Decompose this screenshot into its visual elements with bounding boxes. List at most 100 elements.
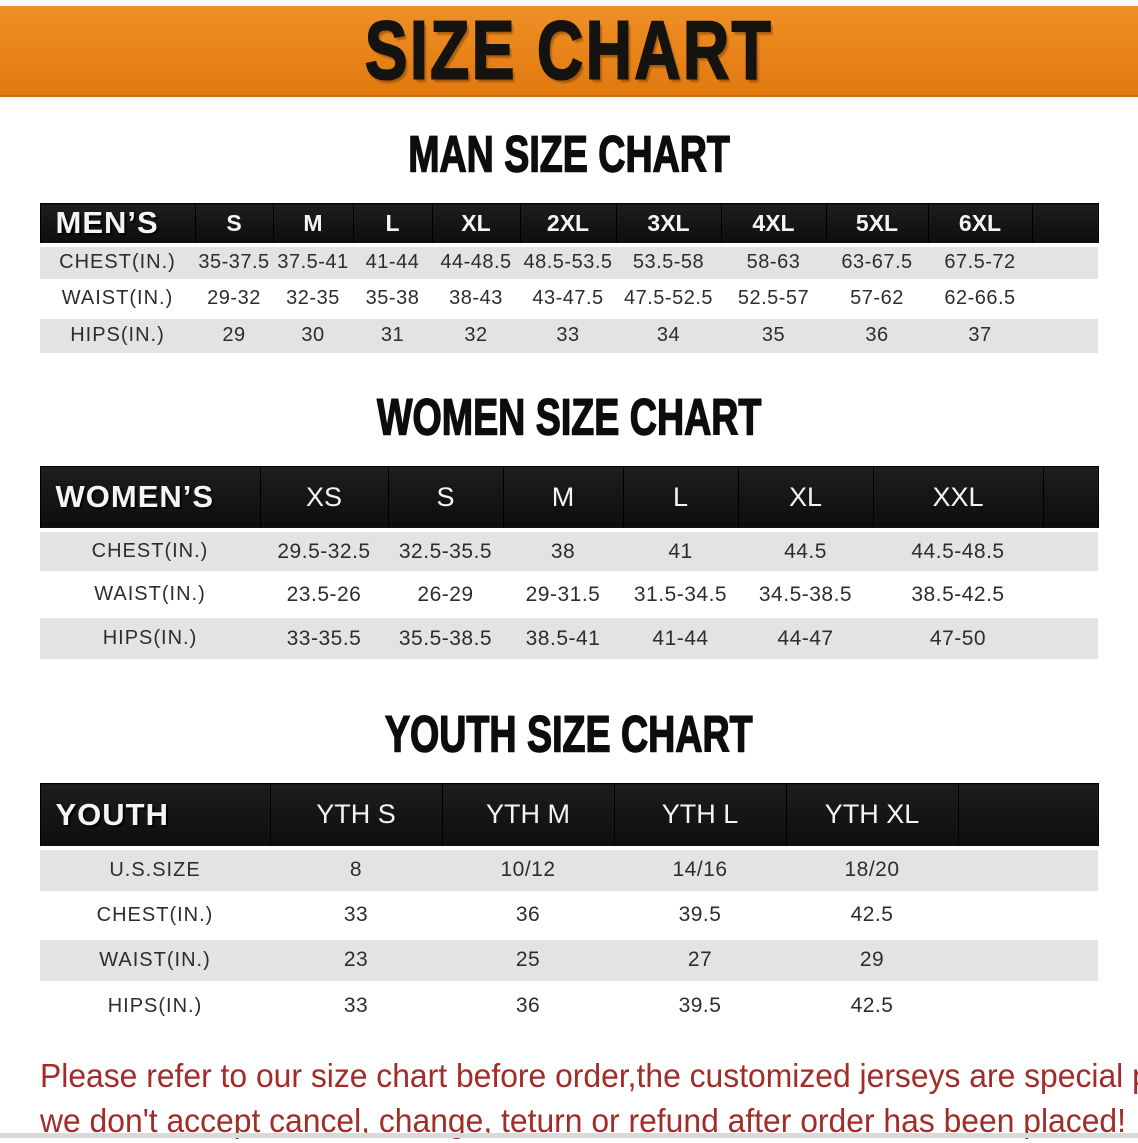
row-label: WAIST(IN.) <box>40 278 195 317</box>
row-filler <box>958 890 1098 938</box>
table-cell: 44-47 <box>738 614 873 659</box>
row-filler <box>1032 314 1098 353</box>
table-row-waist: WAIST(IN.) 23 25 27 29 <box>40 935 1098 983</box>
table-row-us-size: U.S.SIZE 8 10/12 14/16 18/20 <box>40 845 1098 893</box>
women-header-row: WOMEN’S XS S M L XL XXL <box>39 465 1099 531</box>
row-label: HIPS(IN.) <box>40 614 260 659</box>
table-cell: 30 <box>273 314 353 353</box>
table-cell: 29-32 <box>195 278 273 317</box>
header-filler <box>957 783 1099 848</box>
row-label: U.S.SIZE <box>40 845 270 893</box>
column-header-size: M <box>502 465 624 531</box>
row-label: HIPS(IN.) <box>40 980 270 1028</box>
row-label: CHEST(IN.) <box>40 528 260 573</box>
table-cell: 58-63 <box>721 242 826 281</box>
table-cell: 35 <box>721 314 826 353</box>
table-cell: 42.5 <box>786 980 958 1028</box>
table-cell: 44-48.5 <box>432 242 520 281</box>
table-row-hips: HIPS(IN.) 29 30 31 32 33 34 35 36 37 <box>40 314 1098 353</box>
row-filler <box>958 845 1098 893</box>
column-header-size: 6XL <box>927 203 1033 245</box>
column-header-size: YTH L <box>613 783 787 848</box>
column-header-size: 2XL <box>519 203 617 245</box>
table-cell: 37.5-41 <box>273 242 353 281</box>
row-label: WAIST(IN.) <box>40 935 270 983</box>
row-filler <box>1032 278 1098 317</box>
table-cell: 35.5-38.5 <box>388 614 503 659</box>
table-cell: 38.5-42.5 <box>873 571 1043 616</box>
table-cell: 63-67.5 <box>826 242 928 281</box>
men-section-heading-text: MAN SIZE CHART <box>408 124 731 183</box>
table-cell: 35-38 <box>353 278 432 317</box>
row-label: CHEST(IN.) <box>40 242 195 281</box>
table-cell: 39.5 <box>614 980 786 1028</box>
table-cell: 10/12 <box>442 845 614 893</box>
column-header-size: XXL <box>872 465 1044 531</box>
table-cell: 47-50 <box>873 614 1043 659</box>
column-header-size: 3XL <box>615 203 722 245</box>
table-row-chest: CHEST(IN.) 33 36 39.5 42.5 <box>40 890 1098 938</box>
table-cell: 44.5 <box>738 528 873 573</box>
table-cell: 36 <box>826 314 928 353</box>
header-filler <box>1031 203 1099 245</box>
header-filler <box>1042 465 1099 531</box>
column-header-size: XS <box>259 465 389 531</box>
table-cell: 36 <box>442 980 614 1028</box>
table-cell: 43-47.5 <box>520 278 616 317</box>
row-filler <box>958 935 1098 983</box>
table-cell: 35-37.5 <box>195 242 273 281</box>
table-cell: 34.5-38.5 <box>738 571 873 616</box>
table-row-chest: CHEST(IN.) 35-37.5 37.5-41 41-44 44-48.5… <box>40 242 1098 281</box>
table-cell: 18/20 <box>786 845 958 893</box>
youth-section-heading-text: YOUTH SIZE CHART <box>385 704 754 763</box>
banner-title: SIZE CHART <box>364 2 774 97</box>
column-header-size: XL <box>737 465 874 531</box>
women-size-table: WOMEN’S XS S M L XL XXL CHEST(IN.) 29.5-… <box>39 465 1099 659</box>
row-label: WAIST(IN.) <box>40 571 260 616</box>
table-cell: 38 <box>503 528 623 573</box>
row-filler <box>1043 571 1098 616</box>
men-header-row: MEN’S S M L XL 2XL 3XL 4XL 5XL 6XL <box>39 203 1099 245</box>
table-cell: 48.5-53.5 <box>520 242 616 281</box>
table-cell: 23 <box>270 935 442 983</box>
men-section-heading: MAN SIZE CHART <box>0 124 1138 183</box>
table-cell: 44.5-48.5 <box>873 528 1043 573</box>
table-cell: 14/16 <box>614 845 786 893</box>
table-cell: 41 <box>623 528 738 573</box>
youth-header-row: YOUTH YTH S YTH M YTH L YTH XL <box>39 783 1099 848</box>
column-header-size: XL <box>431 203 521 245</box>
table-cell: 41-44 <box>623 614 738 659</box>
table-cell: 29-31.5 <box>503 571 623 616</box>
table-cell: 26-29 <box>388 571 503 616</box>
table-row-chest: CHEST(IN.) 29.5-32.5 32.5-35.5 38 41 44.… <box>40 528 1098 573</box>
table-cell: 29 <box>195 314 273 353</box>
table-cell: 67.5-72 <box>928 242 1032 281</box>
column-header-size: YTH XL <box>785 783 959 848</box>
table-cell: 25 <box>442 935 614 983</box>
column-header-size: M <box>272 203 354 245</box>
banner: SIZE CHART <box>0 2 1138 98</box>
table-cell: 33 <box>520 314 616 353</box>
table-cell: 42.5 <box>786 890 958 938</box>
image-bottom-edge <box>0 1133 1138 1138</box>
order-notice-line-1: Please refer to our size chart before or… <box>40 1056 1138 1094</box>
table-cell: 62-66.5 <box>928 278 1032 317</box>
row-filler <box>1043 614 1098 659</box>
table-cell: 38.5-41 <box>503 614 623 659</box>
row-filler <box>1032 242 1098 281</box>
column-header-size: 4XL <box>720 203 827 245</box>
table-cell: 33 <box>270 890 442 938</box>
row-label: CHEST(IN.) <box>40 890 270 938</box>
table-row-waist: WAIST(IN.) 29-32 32-35 35-38 38-43 43-47… <box>40 278 1098 317</box>
men-table-title: MEN’S <box>39 203 196 245</box>
column-header-size: YTH M <box>441 783 615 848</box>
table-row-waist: WAIST(IN.) 23.5-26 26-29 29-31.5 31.5-34… <box>40 571 1098 616</box>
row-filler <box>1043 528 1098 573</box>
table-cell: 31.5-34.5 <box>623 571 738 616</box>
column-header-size: L <box>622 465 739 531</box>
table-cell: 33-35.5 <box>260 614 388 659</box>
column-header-size: 5XL <box>825 203 929 245</box>
table-cell: 29 <box>786 935 958 983</box>
table-cell: 27 <box>614 935 786 983</box>
